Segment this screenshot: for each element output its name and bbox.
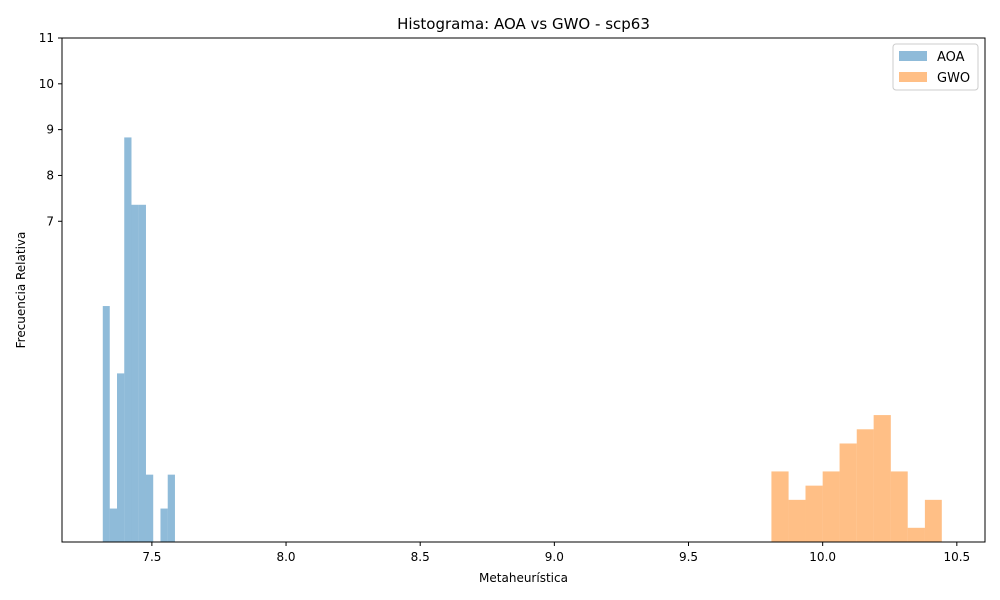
bar-aoa-6 — [145, 474, 154, 542]
x-tick-label: 10.0 — [809, 550, 836, 564]
bar-aoa-1 — [109, 508, 117, 542]
y-axis-label: Frecuencia Relativa — [14, 232, 28, 349]
legend: AOA GWO — [892, 43, 979, 91]
y-tick-label: 11 — [39, 31, 54, 45]
bar-gwo-3 — [822, 471, 840, 542]
bar-gwo-0 — [771, 471, 789, 542]
bar-aoa-0 — [102, 306, 110, 542]
y-tick-label: 7 — [46, 214, 54, 228]
x-tick-label: 8.0 — [276, 550, 295, 564]
plot-frame — [61, 37, 986, 543]
y-axis: 7 8 9 10 11 — [39, 31, 62, 228]
x-tick-label: 8.5 — [411, 550, 430, 564]
bar-gwo-2 — [805, 485, 823, 542]
bar-gwo-6 — [873, 415, 891, 542]
x-axis: 7.5 8.0 8.5 9.0 9.5 10.0 10.5 — [142, 542, 970, 564]
bar-aoa-4 — [131, 204, 139, 542]
x-axis-label: Metaheurística — [479, 571, 568, 585]
bars-layer — [102, 137, 942, 542]
y-tick-label: 10 — [39, 77, 54, 91]
bar-aoa-9 — [167, 474, 175, 542]
bar-aoa-3 — [124, 137, 132, 542]
legend-label-aoa: AOA — [937, 50, 965, 65]
bar-gwo-9 — [924, 499, 942, 542]
x-tick-label: 9.0 — [545, 550, 564, 564]
x-tick-label: 7.5 — [142, 550, 161, 564]
x-tick-label: 10.5 — [943, 550, 970, 564]
bar-aoa-8 — [160, 508, 168, 542]
x-tick-label: 9.5 — [679, 550, 698, 564]
legend-label-gwo: GWO — [937, 71, 970, 86]
legend-swatch-aoa — [899, 51, 927, 61]
bar-gwo-5 — [856, 429, 874, 542]
bar-aoa-2 — [117, 373, 125, 542]
y-tick-label: 9 — [46, 123, 54, 137]
bar-gwo-4 — [839, 443, 857, 542]
chart-title: Histograma: AOA vs GWO - scp63 — [397, 15, 650, 33]
bar-aoa-5 — [138, 204, 146, 542]
legend-swatch-gwo — [899, 72, 927, 82]
bar-gwo-1 — [788, 499, 806, 542]
y-tick-label: 8 — [46, 168, 54, 182]
bar-gwo-8 — [907, 527, 925, 542]
bar-gwo-7 — [890, 471, 908, 542]
